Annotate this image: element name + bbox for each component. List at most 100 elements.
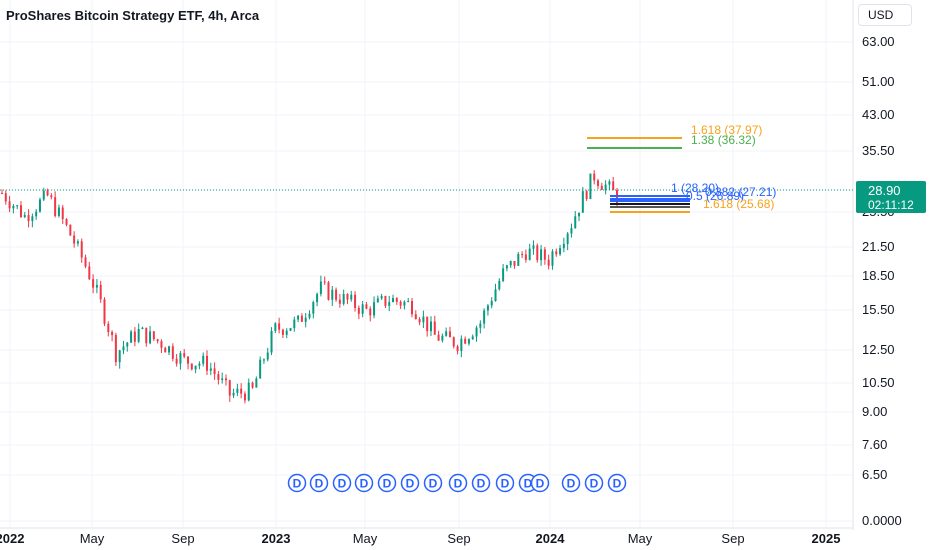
fib-level-label: 1.618 (37.97): [691, 123, 762, 137]
candle-body: [418, 319, 421, 323]
y-tick-label: 43.00: [862, 107, 895, 122]
y-tick-label: 18.50: [862, 268, 895, 283]
candle-body: [270, 330, 273, 353]
candle-body: [312, 302, 315, 314]
dividend-marker[interactable]: [400, 473, 420, 493]
candle-body: [84, 257, 87, 267]
candle-body: [175, 358, 178, 364]
dividend-marker[interactable]: [332, 473, 352, 493]
candle-body: [255, 378, 258, 388]
candle-body: [513, 260, 516, 266]
dividend-marker[interactable]: [584, 473, 604, 493]
dividend-marker[interactable]: [309, 473, 329, 493]
dividend-marker[interactable]: [287, 473, 307, 493]
candle-body: [441, 335, 444, 341]
candle-body: [247, 382, 250, 401]
candle-body: [99, 284, 102, 300]
dividend-marker[interactable]: [354, 473, 374, 493]
candle-body: [327, 282, 330, 300]
dividend-marker[interactable]: [448, 473, 468, 493]
candle-body: [464, 338, 467, 344]
currency-button[interactable]: USD: [858, 4, 912, 26]
candle-body: [490, 301, 493, 306]
candle-body: [111, 331, 114, 336]
candle-body: [236, 388, 239, 393]
candle-body: [357, 307, 360, 314]
candle-body: [566, 233, 569, 244]
candle-body: [581, 191, 584, 213]
fib-extension-drawing[interactable]: 1.618 (37.97)1.38 (36.32) 1 (28.20)0.382 …: [587, 123, 776, 213]
candle-body: [73, 235, 76, 244]
candle-body: [346, 294, 349, 300]
candle-body: [278, 323, 281, 330]
dividend-marker[interactable]: [561, 473, 581, 493]
dividend-marker[interactable]: [495, 473, 515, 493]
dividend-marker-label: D: [383, 477, 392, 491]
dividend-marker-label: D: [536, 477, 545, 491]
candle-body: [300, 315, 303, 322]
candle-body: [206, 355, 208, 371]
y-tick-label: 7.60: [862, 437, 887, 452]
candle-body: [597, 180, 600, 186]
candle-body: [57, 207, 60, 216]
y-tick-label: 10.50: [862, 375, 895, 390]
candle-body: [183, 353, 186, 357]
candle-body: [190, 363, 193, 370]
fib-level-label: 1.38 (36.32): [691, 133, 756, 147]
candle-body: [266, 352, 269, 360]
candle-body: [114, 335, 117, 363]
x-tick-label: 2022: [0, 531, 24, 546]
candle-body: [27, 215, 30, 222]
candle-body: [308, 313, 311, 318]
candle-body: [76, 241, 79, 244]
candle-body: [414, 314, 417, 320]
candle-body: [521, 254, 524, 256]
candle-body: [505, 265, 508, 269]
y-tick-label: 51.00: [862, 74, 895, 89]
candle-body: [429, 321, 432, 332]
candle-body: [354, 294, 357, 308]
candle-body: [209, 368, 212, 371]
candle-body: [232, 392, 235, 396]
candle-body: [494, 289, 497, 302]
candle-body: [574, 216, 577, 229]
dividend-marker[interactable]: [471, 473, 491, 493]
candle-body: [335, 289, 338, 300]
candle-body: [608, 181, 611, 185]
candle-body: [130, 331, 133, 343]
candle-body: [221, 378, 224, 380]
chart-grid: [0, 0, 853, 528]
candle-body: [509, 260, 512, 266]
candle-body: [448, 331, 451, 338]
candle-body: [80, 241, 83, 258]
candle-body: [411, 301, 413, 315]
candle-body: [297, 315, 300, 320]
price-axis[interactable]: 63.0051.0043.0035.5025.5021.5018.5015.50…: [862, 34, 902, 528]
dividend-marker-label: D: [360, 477, 369, 491]
dividend-marker[interactable]: [530, 473, 550, 493]
dividend-marker[interactable]: [377, 473, 397, 493]
dividend-marker[interactable]: [607, 473, 627, 493]
candle-body: [50, 195, 53, 198]
candle-body: [456, 346, 459, 352]
candle-body: [12, 205, 15, 209]
dividend-marker[interactable]: [423, 473, 443, 493]
y-tick-label: 9.00: [862, 404, 887, 419]
candle-body: [445, 331, 448, 336]
x-tick-label: May: [628, 531, 653, 546]
time-axis[interactable]: 2022 May Sep 2023 May Sep 2024 May Sep 2025: [0, 531, 840, 546]
candle-body: [69, 224, 72, 236]
y-tick-label: 35.50: [862, 143, 895, 158]
candle-body: [281, 329, 284, 335]
candle-body: [350, 294, 353, 300]
candle-body: [517, 254, 520, 266]
candle-body: [243, 393, 246, 401]
candle-body: [392, 298, 395, 303]
candle-body: [316, 293, 319, 303]
candle-body: [528, 248, 531, 260]
x-tick-label: 2025: [812, 531, 841, 546]
candle-body: [559, 248, 562, 255]
candle-body: [365, 304, 368, 309]
dividend-marker-label: D: [406, 477, 415, 491]
